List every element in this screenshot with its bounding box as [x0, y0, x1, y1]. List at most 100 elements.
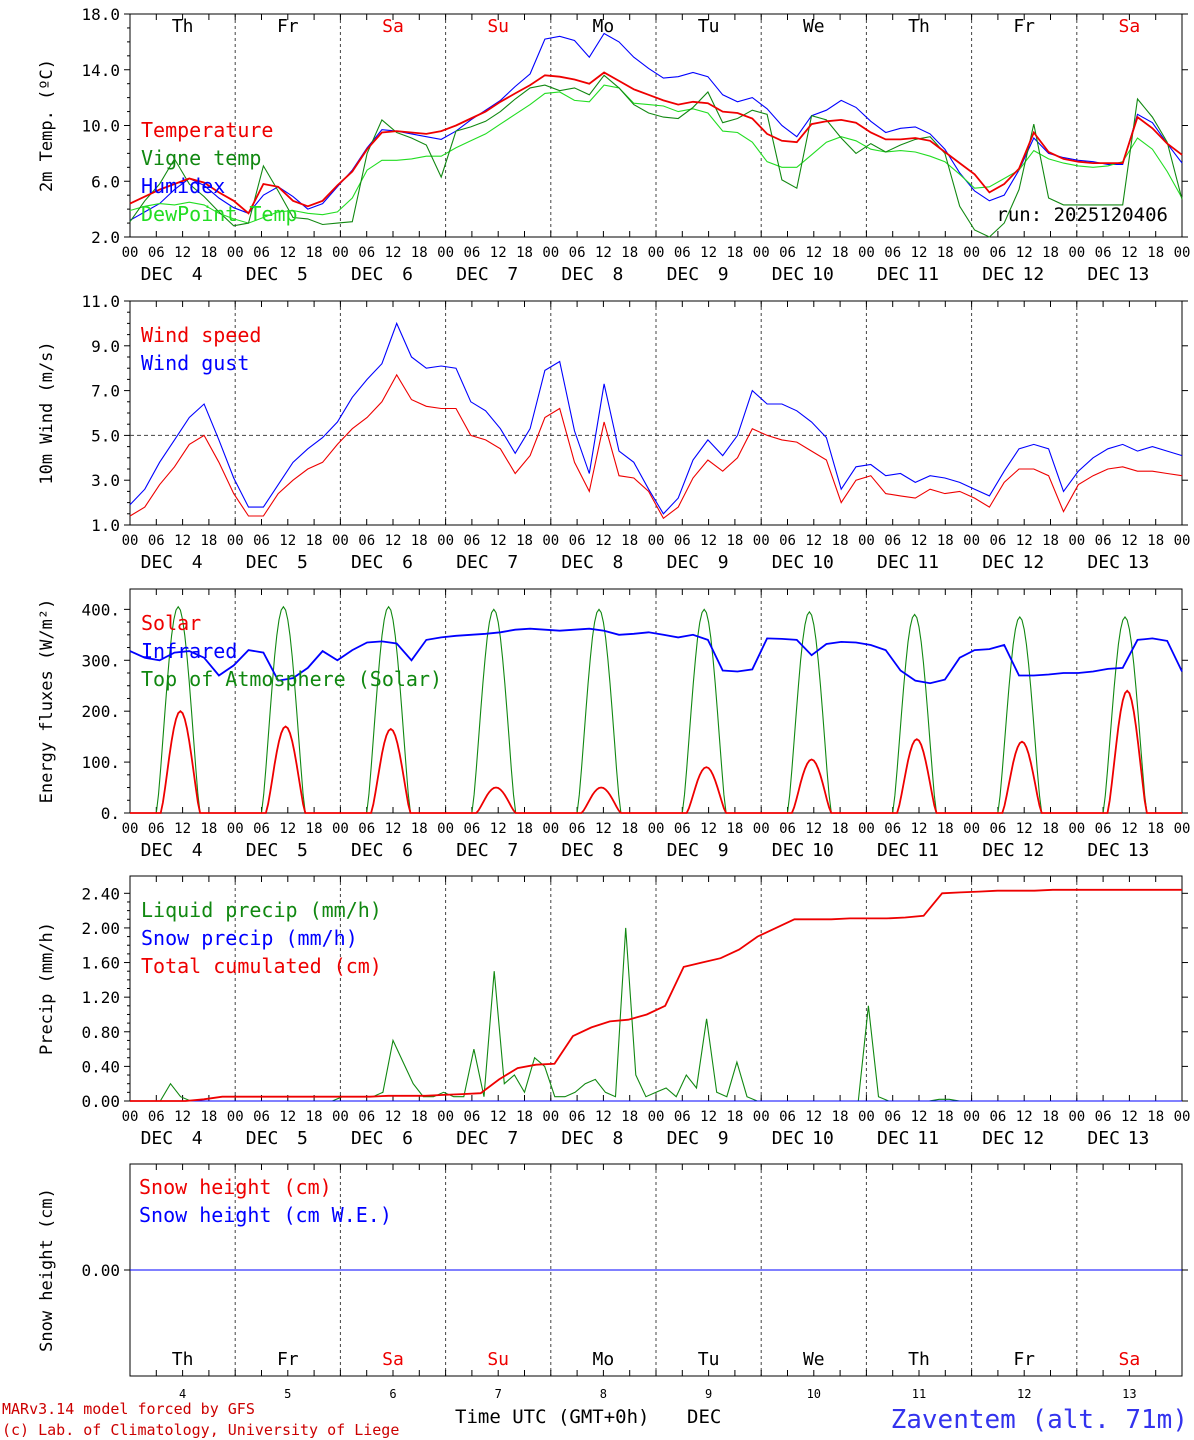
x-date-label: 8 — [600, 1387, 607, 1401]
x-month-label: DEC — [561, 1128, 594, 1149]
weekday-label: Sa — [382, 1349, 404, 1370]
x-month-label: DEC — [772, 840, 805, 861]
x-hour-label: 06 — [148, 821, 165, 837]
x-hour-label: 12 — [1016, 821, 1033, 837]
x-hour-label: 12 — [700, 1109, 717, 1125]
x-hour-label: 06 — [674, 1109, 691, 1125]
x-month-label: DEC — [667, 264, 700, 285]
y-tick-label: 1.0 — [91, 516, 120, 535]
x-hour-label: 18 — [516, 1109, 533, 1125]
x-hour-label: 18 — [1147, 1109, 1164, 1125]
x-month-label: DEC — [1087, 264, 1120, 285]
x-hour-label: 06 — [989, 821, 1006, 837]
weekday-label: Th — [908, 16, 930, 37]
x-month-label: DEC — [141, 840, 174, 861]
weekday-label: Tu — [698, 16, 720, 37]
y-tick-label: 200. — [81, 702, 120, 721]
x-hour-label: 00 — [648, 821, 665, 837]
x-date-label: 6 — [389, 1387, 396, 1401]
weekday-label: Mo — [593, 1349, 615, 1370]
x-date-label: 12 — [1023, 552, 1045, 573]
x-month-label: DEC — [982, 840, 1015, 861]
x-hour-label: 06 — [779, 533, 796, 549]
x-hour-label: 18 — [726, 533, 743, 549]
x-hour-label: 18 — [832, 821, 849, 837]
x-hour-label: 18 — [621, 245, 638, 261]
x-hour-label: 12 — [174, 1109, 191, 1125]
x-month-label: DEC — [351, 1128, 384, 1149]
legend-entry: Wind gust — [141, 351, 249, 375]
x-hour-label: 00 — [963, 1109, 980, 1125]
x-hour-label: 06 — [674, 821, 691, 837]
x-axis-unit: DEC — [687, 1406, 721, 1428]
series-line-humidex — [129, 32, 1183, 221]
x-hour-label: 06 — [1095, 1109, 1112, 1125]
legend-entry: Total cumulated (cm) — [141, 954, 382, 978]
station-label: Zaventem (alt. 71m) — [891, 1405, 1188, 1435]
x-hour-label: 12 — [595, 821, 612, 837]
x-month-label: DEC — [351, 264, 384, 285]
x-date-label: 13 — [1122, 1387, 1136, 1401]
x-hour-label: 18 — [937, 821, 954, 837]
x-hour-label: 00 — [437, 1109, 454, 1125]
x-date-label: 9 — [718, 840, 729, 861]
x-hour-label: 06 — [884, 1109, 901, 1125]
x-hour-label: 18 — [832, 245, 849, 261]
x-date-label: 9 — [718, 264, 729, 285]
x-date-label: 5 — [297, 1128, 308, 1149]
x-hour-label: 18 — [1042, 533, 1059, 549]
x-hour-label: 12 — [385, 533, 402, 549]
y-tick-label: 5.0 — [91, 426, 120, 445]
x-date-label: 8 — [613, 840, 624, 861]
x-date-label: 13 — [1128, 552, 1150, 573]
x-hour-label: 06 — [463, 821, 480, 837]
x-hour-label: 00 — [648, 1109, 665, 1125]
x-month-label: DEC — [561, 840, 594, 861]
x-hour-label: 18 — [1147, 821, 1164, 837]
x-date-label: 9 — [705, 1387, 712, 1401]
weekday-label: Sa — [1119, 16, 1141, 37]
x-month-label: DEC — [877, 264, 910, 285]
weekday-label: We — [803, 1349, 825, 1370]
x-hour-label: 18 — [306, 821, 323, 837]
x-hour-label: 18 — [306, 533, 323, 549]
x-date-label: 5 — [284, 1387, 291, 1401]
legend-entry: DewPoint Temp — [141, 202, 298, 226]
x-hour-label: 18 — [937, 533, 954, 549]
panel-1: 2.0 6.0 10.0 14.0 18.0 2m Temp. (ºC) 00 06 12 18 0… — [37, 5, 1190, 285]
x-hour-label: 06 — [884, 821, 901, 837]
x-hour-label: 18 — [411, 1109, 428, 1125]
x-date-label: 10 — [807, 1387, 821, 1401]
x-hour-label: 00 — [437, 533, 454, 549]
x-month-label: DEC — [877, 1128, 910, 1149]
x-hour-label: 18 — [621, 1109, 638, 1125]
x-hour-label: 18 — [726, 245, 743, 261]
y-tick-label: 400. — [81, 600, 120, 619]
x-hour-label: 00 — [332, 245, 349, 261]
panel-3: 0. 100. 200. 300. 400. Energy fluxes (W/m²) 00… — [37, 588, 1190, 861]
y-tick-label: 2.00 — [81, 919, 120, 938]
legend-entry: Snow precip (mm/h) — [141, 926, 358, 950]
x-axis-label: Time UTC (GMT+0h) — [455, 1406, 649, 1428]
x-hour-label: 06 — [1095, 533, 1112, 549]
x-hour-label: 18 — [832, 533, 849, 549]
x-hour-label: 06 — [569, 821, 586, 837]
x-date-label: 5 — [297, 264, 308, 285]
x-hour-label: 12 — [1016, 245, 1033, 261]
x-hour-label: 00 — [227, 245, 244, 261]
x-hour-label: 00 — [227, 821, 244, 837]
x-month-label: DEC — [877, 840, 910, 861]
weekday-label: Fr — [277, 16, 299, 37]
x-hour-label: 06 — [253, 245, 270, 261]
x-month-label: DEC — [141, 552, 174, 573]
legend-entry: Snow height (cm W.E.) — [139, 1203, 392, 1227]
x-hour-label: 00 — [858, 533, 875, 549]
x-date-label: 7 — [507, 840, 518, 861]
x-hour-label: 06 — [989, 1109, 1006, 1125]
x-hour-label: 12 — [1121, 533, 1138, 549]
weekday-label: Th — [172, 16, 194, 37]
x-hour-label: 06 — [358, 821, 375, 837]
x-date-label: 12 — [1017, 1387, 1031, 1401]
x-hour-label: 18 — [516, 821, 533, 837]
